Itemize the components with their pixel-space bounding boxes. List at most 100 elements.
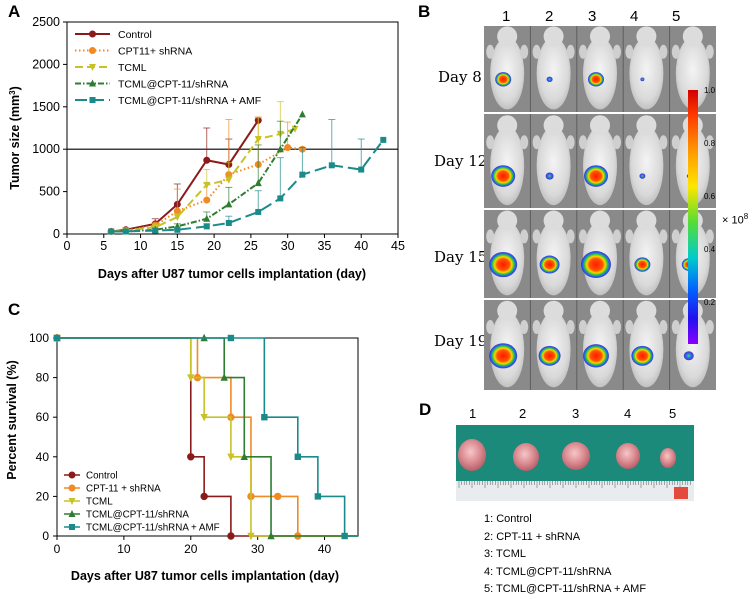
data-point	[225, 176, 233, 184]
mouse-image	[625, 115, 668, 206]
y-tick-label: 80	[36, 371, 50, 385]
y-tick-label: 60	[36, 410, 50, 424]
x-tick-label: 20	[207, 239, 221, 253]
mouse-image	[532, 210, 575, 296]
bioluminescence-signal	[683, 351, 694, 361]
tumor-chart-y-axis-label: Tumor size (mm3)	[8, 86, 23, 190]
mouse-image	[486, 26, 529, 110]
imaging-column-numbers: 1 2 3 4 5	[486, 8, 726, 26]
mouse-image	[486, 115, 529, 206]
legend-marker	[68, 510, 76, 517]
y-tick-label: 2000	[32, 57, 60, 71]
data-point	[299, 171, 306, 178]
survival-point	[314, 493, 322, 500]
bioluminescence-signal	[489, 251, 518, 278]
data-point	[203, 214, 211, 222]
data-point	[291, 125, 299, 133]
data-point	[225, 200, 233, 208]
bioluminescence-signal	[539, 255, 560, 274]
bioluminescence-image-grid	[484, 26, 716, 390]
data-point	[277, 195, 284, 202]
y-tick-label: 1000	[32, 142, 60, 156]
tumor-number: 1	[469, 406, 477, 421]
imaging-column-number: 2	[545, 8, 554, 25]
x-tick-label: 15	[170, 239, 184, 253]
mouse-image	[625, 26, 668, 110]
legend-label: TCML@CPT-11/shRNA	[86, 510, 189, 521]
x-tick-label: 40	[354, 239, 368, 253]
survival-step-line	[57, 337, 358, 537]
panel-label-a: A	[8, 2, 21, 21]
day-label: Day 19	[434, 332, 488, 350]
colorbar-tick: 1.0	[704, 86, 716, 95]
legend-label: TCML@CPT-11/shRNA + AMF	[118, 95, 261, 107]
y-tick-label: 0	[42, 529, 49, 543]
x-tick-label: 0	[54, 542, 61, 556]
legend-label: CPT11+ shRNA	[118, 46, 192, 58]
survival-chart-x-axis-label: Days after U87 tumor cells implantation …	[71, 569, 339, 583]
imaging-column-number: 4	[630, 8, 639, 25]
imaging-column-number: 5	[672, 8, 681, 25]
imaging-column-number: 3	[588, 8, 597, 25]
x-tick-label: 40	[318, 542, 332, 556]
survival-point	[200, 414, 208, 422]
data-point	[328, 162, 335, 169]
data-point	[255, 208, 262, 215]
bioluminescence-signal	[491, 165, 516, 187]
survival-point	[247, 532, 255, 541]
day-label: Day 12	[434, 152, 488, 170]
x-tick-label: 5	[100, 239, 107, 253]
tumor-legend-item: 4: TCML@CPT-11/shRNA	[484, 565, 612, 578]
mouse-image	[486, 300, 529, 388]
bioluminescence-signal	[639, 173, 646, 179]
tumor-legend: 1: Control 2: CPT-11 + shRNA 3: TCML 4: …	[484, 511, 646, 599]
x-tick-label: 0	[64, 239, 71, 253]
y-tick-label: 2500	[32, 15, 60, 29]
tumor-legend-item: 2: CPT-11 + shRNA	[484, 530, 581, 543]
survival-point	[341, 532, 348, 540]
imaging-column-number: 1	[502, 8, 511, 25]
survival-point	[187, 453, 195, 461]
mouse-image	[625, 210, 668, 296]
tumor-number: 5	[669, 406, 677, 421]
bioluminescence-signal	[631, 345, 654, 366]
imaging-row	[484, 26, 716, 112]
x-tick-label: 10	[117, 542, 131, 556]
mouse-image	[579, 300, 621, 388]
mouse-image	[532, 26, 575, 110]
tumor-growth-chart: 0 5 10 15 20 25 30 35 40 45 0 500 1000 1500 2000 2500 C…	[8, 15, 405, 281]
legend-marker	[68, 471, 76, 479]
survival-step-line	[57, 337, 358, 537]
legend-marker	[89, 64, 96, 71]
data-point	[173, 214, 181, 222]
excised-tumor-photo	[456, 425, 694, 501]
colorbar-tick: 0.6	[704, 192, 716, 201]
data-point	[254, 179, 262, 187]
data-point	[203, 156, 211, 164]
legend-label: Control	[86, 471, 118, 482]
imaging-row	[484, 210, 716, 298]
y-tick-label: 40	[36, 450, 50, 464]
data-point	[284, 144, 292, 152]
legend-marker	[68, 484, 76, 492]
y-tick-label: 0	[53, 227, 60, 241]
data-point	[108, 228, 115, 235]
legend-marker	[89, 47, 96, 54]
colorbar-tick: 0.4	[704, 245, 716, 254]
bioluminescence-signal	[489, 343, 518, 369]
mouse-image	[579, 115, 621, 206]
survival-point	[261, 414, 268, 421]
tumor-legend-item: 5: TCML@CPT-11/shRNA + AMF	[484, 583, 647, 595]
data-point	[174, 226, 181, 233]
mouse-image	[671, 26, 714, 110]
survival-point	[53, 334, 61, 342]
tumor-legend-item: 3: TCML	[484, 548, 526, 560]
survival-point	[267, 531, 275, 540]
bioluminescence-signal	[495, 72, 512, 87]
legend-marker	[89, 97, 96, 103]
bioluminescence-signal	[546, 76, 553, 83]
series-line	[111, 127, 296, 233]
x-tick-label: 35	[317, 239, 331, 253]
bioluminescence-signal	[640, 77, 645, 82]
day-label: Day 15	[434, 248, 488, 266]
